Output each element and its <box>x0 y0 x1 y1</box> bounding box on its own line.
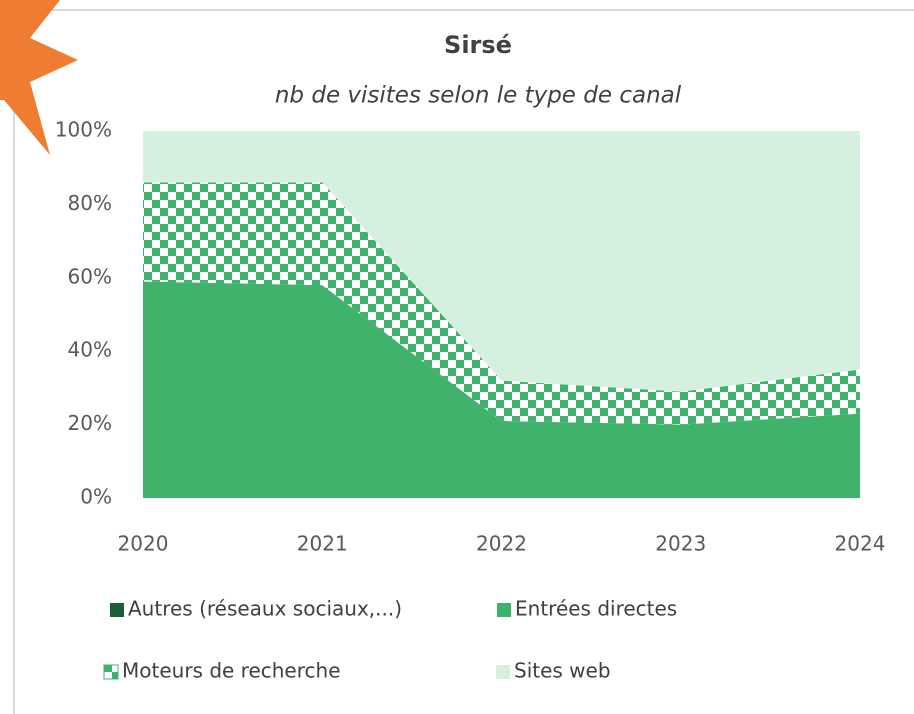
x-tick-label: 2021 <box>297 532 348 556</box>
legend-label: Entrées directes <box>515 597 677 621</box>
y-tick-label: 60% <box>68 264 112 288</box>
x-tick-label: 2022 <box>476 532 527 556</box>
legend-label: Autres (réseaux sociaux,...) <box>128 597 402 621</box>
chart-subtitle: nb de visites selon le type de canal <box>275 83 682 109</box>
chart: Sirsé nb de visites selon le type de can… <box>0 0 914 714</box>
x-tick-label: 2020 <box>118 532 169 556</box>
legend-label: Moteurs de recherche <box>122 659 341 683</box>
y-tick-label: 100% <box>55 118 112 142</box>
y-tick-label: 80% <box>68 191 112 215</box>
legend-swatch <box>497 603 511 617</box>
y-tick-label: 0% <box>80 485 112 509</box>
x-tick-label: 2024 <box>835 532 886 556</box>
y-tick-label: 40% <box>68 338 112 362</box>
x-tick-label: 2023 <box>655 532 706 556</box>
y-tick-label: 20% <box>68 411 112 435</box>
legend-swatch <box>104 665 118 679</box>
legend-label: Sites web <box>514 659 611 683</box>
legend-swatch <box>110 603 124 617</box>
chart-title: Sirsé <box>444 31 512 59</box>
legend-swatch <box>496 665 510 679</box>
